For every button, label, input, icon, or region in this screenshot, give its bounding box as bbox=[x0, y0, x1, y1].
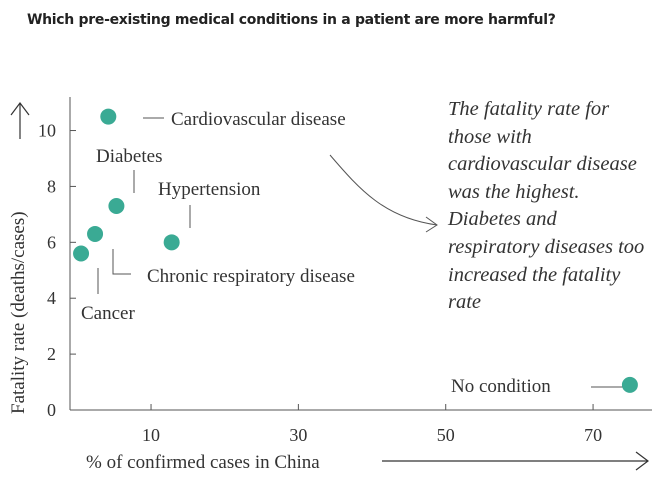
y-axis-title: Fatality rate (deaths/cases) bbox=[8, 211, 29, 414]
label-cardiovascular-disease: Cardiovascular disease bbox=[171, 109, 346, 130]
leader-lines bbox=[97, 117, 626, 388]
label-cancer: Cancer bbox=[81, 303, 135, 324]
y-tick-label: 0 bbox=[47, 400, 56, 420]
data-point-no-condition bbox=[621, 376, 638, 393]
y-tick-label: 10 bbox=[38, 121, 56, 141]
label-chronic-respiratory-disease: Chronic respiratory disease bbox=[147, 266, 355, 287]
y-tick-label: 4 bbox=[47, 288, 56, 308]
x-axis-arrow bbox=[382, 451, 649, 471]
y-tick-label: 2 bbox=[47, 344, 56, 364]
x-tick-label: 70 bbox=[584, 425, 602, 445]
data-point-hypertension bbox=[163, 234, 180, 251]
data-point-chronic-respiratory-disease bbox=[87, 225, 104, 242]
data-point-diabetes bbox=[108, 197, 125, 214]
label-diabetes: Diabetes bbox=[96, 146, 162, 167]
y-tick-label: 6 bbox=[47, 232, 56, 252]
annotation-text: The fatality rate for those with cardiov… bbox=[448, 98, 645, 314]
annotation-arrow bbox=[329, 154, 438, 233]
x-tick-label: 10 bbox=[142, 425, 160, 445]
label-no-condition: No condition bbox=[451, 376, 551, 397]
x-tick-label: 30 bbox=[289, 425, 307, 445]
data-point-cancer bbox=[73, 245, 90, 262]
label-hypertension: Hypertension bbox=[158, 179, 261, 200]
y-axis-arrow bbox=[10, 102, 30, 139]
data-point-cardiovascular-disease bbox=[100, 108, 117, 125]
y-tick-label: 8 bbox=[47, 176, 56, 196]
x-tick-label: 50 bbox=[437, 425, 455, 445]
x-axis-title: % of confirmed cases in China bbox=[86, 452, 320, 473]
chart-title: Which pre-existing medical conditions in… bbox=[27, 12, 556, 28]
